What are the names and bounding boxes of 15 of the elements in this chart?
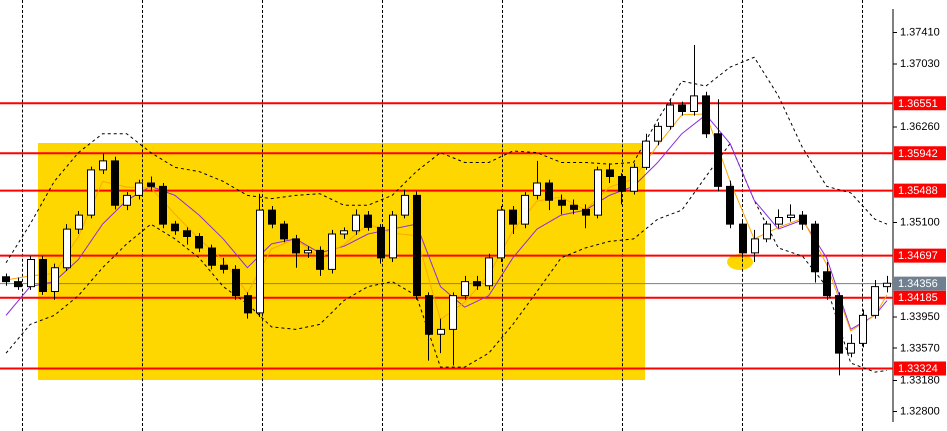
y-tick-label: 1.32800 — [900, 406, 940, 418]
y-tick-label: 1.37030 — [900, 58, 940, 70]
ref-line-label: 1.34185 — [898, 292, 938, 304]
y-tick-label: 1.37410 — [900, 26, 940, 39]
ref-line-label: 1.34697 — [898, 250, 938, 262]
ref-line-label: 1.35942 — [898, 148, 938, 160]
y-tick-label: 1.35100 — [900, 216, 940, 229]
y-tick-label: 1.33570 — [900, 342, 940, 354]
y-tick-label: 1.33180 — [900, 374, 940, 386]
ref-line-label: 1.36551 — [898, 98, 938, 110]
y-tick-label: 1.33950 — [900, 311, 940, 324]
ref-line-label: 1.35488 — [898, 185, 938, 198]
y-tick-label: 1.36260 — [900, 121, 940, 134]
ref-line-label: 1.34356 — [898, 278, 938, 290]
ref-line-label: 1.33324 — [898, 362, 938, 375]
